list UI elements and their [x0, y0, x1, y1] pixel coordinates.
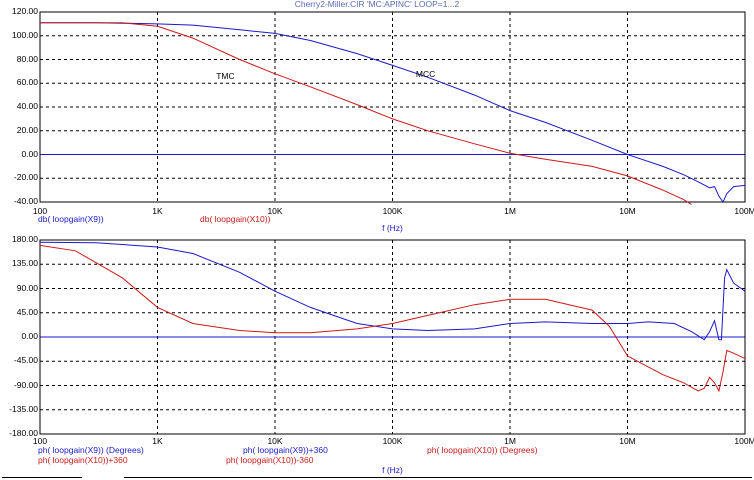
x-tick-label: 100 — [32, 436, 48, 446]
y-tick-label: 80.00 — [16, 53, 38, 64]
red-series-line — [40, 22, 692, 205]
y-tick-label: -40.00 — [13, 196, 38, 206]
y-tick-label: 180.00 — [12, 234, 38, 244]
legend-entry: ph( loopgain(X10)) (Degrees) — [427, 445, 538, 455]
x-tick-label: 100K — [382, 436, 403, 446]
x-axis-label: f (Hz) — [382, 223, 403, 233]
plot-frame — [39, 11, 746, 203]
scrollbar-track[interactable] — [124, 477, 752, 478]
top-plot-grid — [39, 11, 746, 203]
x-tick-label: 1K — [152, 206, 163, 216]
phase-series — [39, 241, 746, 393]
y-tick-label: -90.00 — [13, 379, 38, 390]
y-tick-label: 0.00 — [21, 331, 38, 341]
y-tick-label: 90.00 — [16, 282, 38, 293]
x-tick-label: 100K — [382, 206, 403, 216]
scrollbar-thumb[interactable] — [2, 477, 82, 478]
magnitude-series — [40, 22, 746, 205]
x-tick-label: 1K — [152, 436, 163, 446]
x-tick-label: 10K — [267, 436, 283, 446]
legend-entry: ph( loopgain(X9))+360 — [243, 445, 328, 455]
curve-annotation: MCC — [415, 68, 436, 79]
x-tick-label: 10M — [619, 206, 636, 216]
plot-frame — [39, 239, 746, 435]
y-tick-label: -180.00 — [9, 428, 38, 438]
x-tick-label: 1M — [504, 436, 516, 446]
x-tick-label: 100M — [734, 436, 754, 446]
bottom-plot-grid — [39, 239, 746, 435]
y-tick-label: 0.00 — [21, 148, 38, 159]
y-tick-label: 135.00 — [12, 258, 38, 269]
y-tick-label: -45.00 — [13, 355, 38, 366]
y-tick-label: 45.00 — [16, 306, 38, 317]
blue-series-line — [40, 22, 746, 204]
y-tick-label: 100.00 — [12, 29, 38, 40]
blue-series-line — [39, 241, 746, 341]
x-tick-label: 10M — [619, 436, 636, 446]
y-tick-label: 120.00 — [12, 6, 38, 16]
legend-entry: db( loopgain(X10)) — [200, 214, 271, 224]
window-title: Cherry2-Miller.CIR 'MC:APINC' LOOP=1...2 — [294, 0, 460, 9]
x-tick-label: 1M — [504, 206, 516, 216]
legend-entry: ph( loopgain(X9)) (Degrees) — [38, 445, 144, 455]
legend-entry: ph( loopgain(X10))-360 — [226, 455, 314, 465]
y-tick-label: 60.00 — [16, 77, 38, 88]
x-tick-label: 100M — [734, 206, 754, 216]
legend-entry: db( loopgain(X9)) — [38, 214, 104, 224]
y-tick-label: 20.00 — [16, 124, 38, 135]
y-tick-label: -135.00 — [9, 403, 38, 414]
x-tick-label: 100 — [32, 206, 48, 216]
x-tick-label: 10K — [267, 206, 283, 216]
y-tick-label: 40.00 — [16, 101, 38, 111]
x-axis-label: f (Hz) — [382, 465, 403, 475]
y-tick-label: -20.00 — [13, 172, 38, 183]
legend-entry: ph( loopgain(X10))+360 — [38, 455, 128, 465]
curve-annotation: TMC — [216, 71, 235, 82]
red-series-line — [39, 244, 746, 393]
